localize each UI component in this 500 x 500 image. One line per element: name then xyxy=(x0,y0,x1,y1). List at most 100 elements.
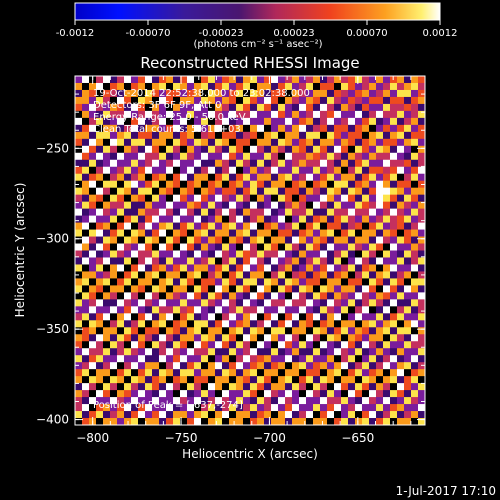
heatmap-cell xyxy=(299,264,307,272)
heatmap-cell xyxy=(145,124,153,133)
heatmap-cell xyxy=(250,159,258,168)
heatmap-cell xyxy=(159,222,167,230)
heatmap-cell xyxy=(397,355,405,363)
heatmap-cell xyxy=(131,271,139,279)
heatmap-cell xyxy=(334,390,342,398)
heatmap-cell xyxy=(75,96,83,105)
heatmap-cell xyxy=(75,257,83,265)
heatmap-cell xyxy=(390,348,398,356)
heatmap-cell xyxy=(383,376,391,384)
heatmap-cell xyxy=(82,320,90,328)
heatmap-cell xyxy=(194,320,202,328)
heatmap-cell xyxy=(103,152,111,161)
heatmap-cell xyxy=(194,271,202,279)
heatmap-cell xyxy=(355,194,363,203)
heatmap-cell xyxy=(89,250,97,258)
heatmap-cell xyxy=(285,390,293,398)
heatmap-cell xyxy=(117,243,125,251)
heatmap-cell xyxy=(334,250,342,258)
heatmap-cell xyxy=(215,96,223,105)
heatmap-cell xyxy=(313,313,321,321)
heatmap-cell xyxy=(369,152,377,161)
heatmap-cell xyxy=(229,194,237,203)
heatmap-cell xyxy=(362,369,370,377)
heatmap-cell xyxy=(285,327,293,335)
heatmap-cell xyxy=(383,180,391,189)
heatmap-cell xyxy=(250,271,258,279)
heatmap-cell xyxy=(96,229,104,237)
heatmap-cell xyxy=(138,117,146,126)
heatmap-cell xyxy=(152,124,160,133)
heatmap-cell xyxy=(341,222,349,230)
heatmap-cell xyxy=(75,208,83,216)
heatmap-cell xyxy=(306,313,314,321)
heatmap-cell xyxy=(278,152,286,161)
heatmap-cell xyxy=(320,236,328,244)
heatmap-cell xyxy=(257,397,265,405)
heatmap-cell xyxy=(397,110,405,119)
heatmap-cell xyxy=(355,285,363,293)
heatmap-cell xyxy=(145,397,153,405)
heatmap-cell xyxy=(348,152,356,161)
heatmap-cell xyxy=(390,229,398,237)
heatmap-cell xyxy=(166,229,174,237)
heatmap-cell xyxy=(180,236,188,244)
heatmap-cell xyxy=(334,362,342,370)
heatmap-cell xyxy=(369,411,377,419)
heatmap-cell xyxy=(418,383,425,391)
heatmap-cell xyxy=(257,187,265,196)
heatmap-cell xyxy=(320,306,328,314)
heatmap-cell xyxy=(264,404,272,412)
heatmap-cell xyxy=(215,306,223,314)
heatmap-cell xyxy=(159,355,167,363)
heatmap-cell xyxy=(285,152,293,161)
heatmap-cell xyxy=(201,264,209,272)
heatmap-cell xyxy=(376,264,384,272)
heatmap-cell xyxy=(292,355,300,363)
heatmap-cell xyxy=(110,390,118,398)
heatmap-cell xyxy=(187,124,195,133)
heatmap-cell xyxy=(229,201,237,210)
heatmap-cell xyxy=(306,411,314,419)
heatmap-cell xyxy=(411,383,419,391)
heatmap-cell xyxy=(131,292,139,300)
heatmap-cell xyxy=(201,229,209,237)
heatmap-cell xyxy=(159,320,167,328)
heatmap-cell xyxy=(222,411,230,419)
heatmap-cell xyxy=(152,194,160,203)
heatmap-cell xyxy=(201,180,209,189)
heatmap-cell xyxy=(194,173,202,182)
heatmap-cell xyxy=(222,348,230,356)
heatmap-cell xyxy=(89,166,97,175)
heatmap-cell xyxy=(411,138,419,147)
heatmap-cell xyxy=(299,96,307,105)
heatmap-cell xyxy=(89,327,97,335)
heatmap-cell xyxy=(173,117,181,126)
heatmap-cell xyxy=(285,222,293,230)
heatmap-cell xyxy=(96,257,104,265)
heatmap-cell xyxy=(397,131,405,140)
heatmap-cell xyxy=(208,173,216,182)
heatmap-cell xyxy=(257,152,265,161)
heatmap-cell xyxy=(166,341,174,349)
heatmap-cell xyxy=(271,236,279,244)
heatmap-cell xyxy=(320,187,328,196)
heatmap-cell xyxy=(369,327,377,335)
heatmap-cell xyxy=(124,229,132,237)
heatmap-cell xyxy=(243,250,251,258)
heatmap-cell xyxy=(278,110,286,119)
heatmap-cell xyxy=(131,264,139,272)
heatmap-cell xyxy=(159,159,167,168)
heatmap-cell xyxy=(166,271,174,279)
heatmap-cell xyxy=(306,348,314,356)
heatmap-cell xyxy=(264,306,272,314)
heatmap-cell xyxy=(166,327,174,335)
heatmap-cell xyxy=(187,138,195,147)
heatmap-cell xyxy=(362,327,370,335)
heatmap-cell xyxy=(222,222,230,230)
heatmap-cell xyxy=(75,236,83,244)
heatmap-cell xyxy=(229,411,237,419)
heatmap-cell xyxy=(166,418,174,425)
heatmap-cell xyxy=(404,110,412,119)
heatmap-cell xyxy=(341,236,349,244)
